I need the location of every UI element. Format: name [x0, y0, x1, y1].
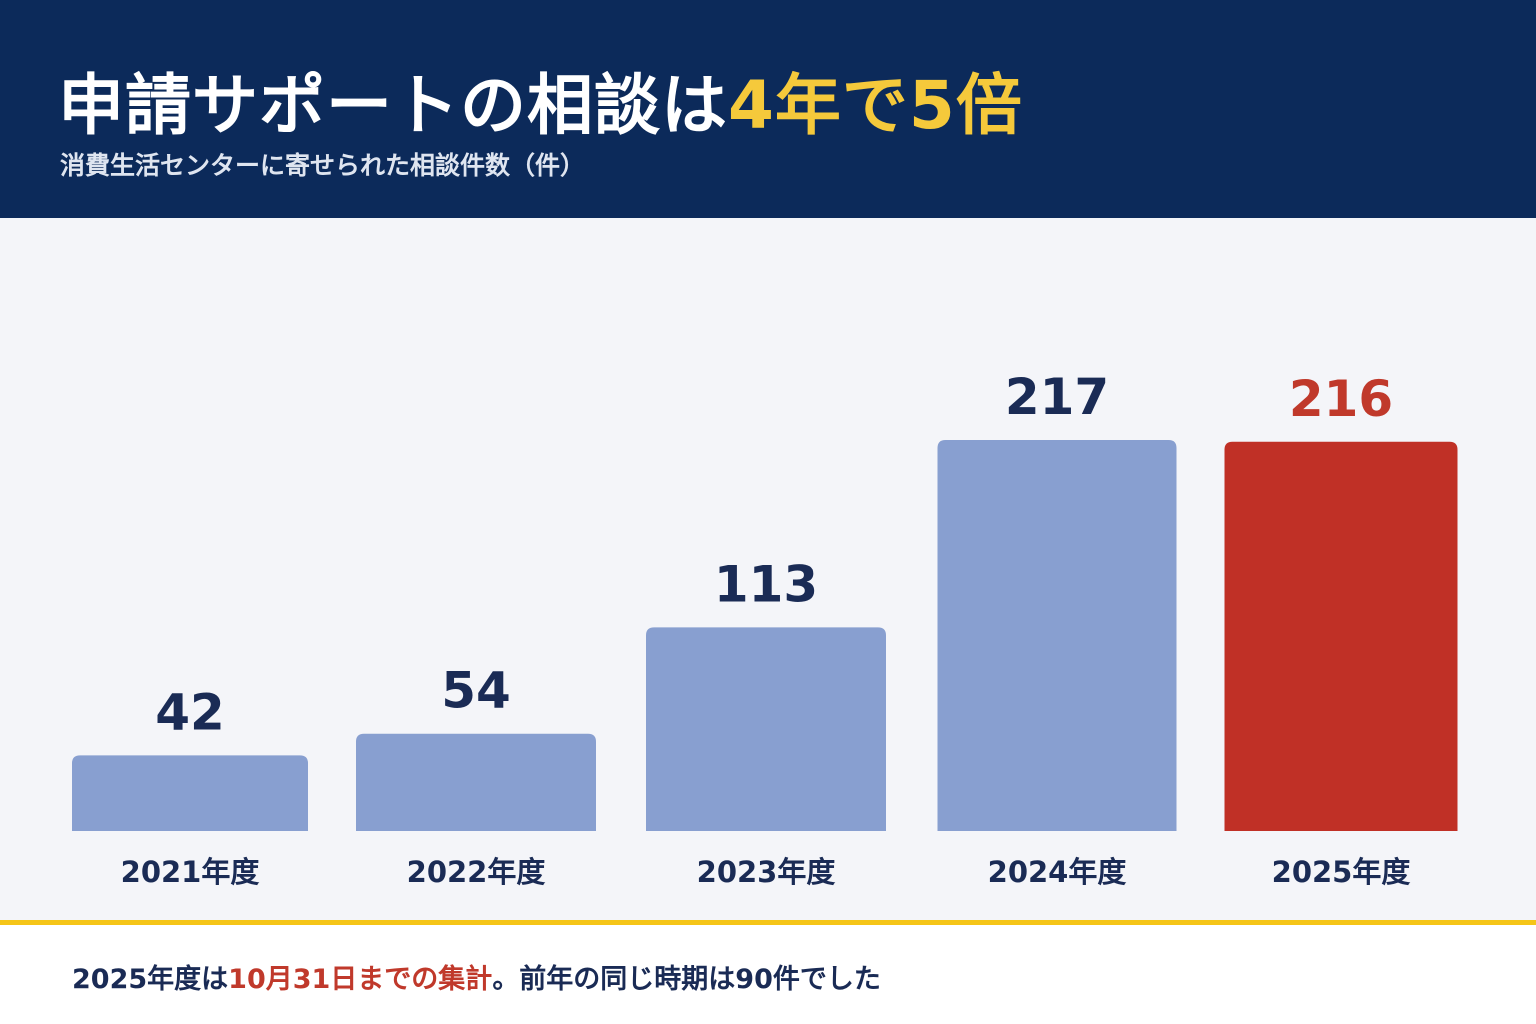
page-subtitle: 消費生活センターに寄せられた相談件数（件） [60, 151, 586, 180]
category-label-4: 2024年度 [988, 855, 1127, 889]
category-label-5: 2025年度 [1272, 855, 1411, 889]
category-label-2: 2022年度 [407, 855, 546, 889]
bar-4 [937, 440, 1177, 831]
footer-accent-line [0, 920, 1536, 925]
note-part2: 。前年の同じ時期は90件でした [492, 964, 881, 995]
value-label-3: 113 [714, 555, 818, 613]
bar-chart: 42 2021年度 54 2022年度 113 2023年度 217 2024年度 216 202… [72, 368, 1458, 889]
title-highlight: 4年で5倍 [728, 67, 1023, 144]
value-label-5: 216 [1289, 370, 1393, 428]
category-label-3: 2023年度 [697, 855, 836, 889]
title-main: 申請サポートの相談は [58, 67, 728, 144]
bar-1 [72, 755, 308, 831]
note-highlight: 10月31日までの集計 [228, 964, 493, 995]
header: 申請サポートの相談は4年で5倍 消費生活センターに寄せられた相談件数（件） [0, 0, 1536, 218]
footer: 2025年度は10月31日までの集計。前年の同じ時期は90件でした [0, 925, 1536, 1024]
bar-2 [356, 733, 596, 831]
category-label-1: 2021年度 [121, 855, 260, 889]
value-label-1: 42 [155, 683, 225, 741]
value-label-2: 54 [441, 662, 511, 720]
bar-5 [1224, 441, 1458, 831]
note-part1: 2025年度は [72, 964, 229, 995]
footer-note: 2025年度は10月31日までの集計。前年の同じ時期は90件でした [72, 957, 881, 996]
page-title: 申請サポートの相談は4年で5倍 [58, 52, 1023, 148]
value-label-4: 217 [1005, 368, 1109, 426]
bar-3 [646, 627, 886, 831]
